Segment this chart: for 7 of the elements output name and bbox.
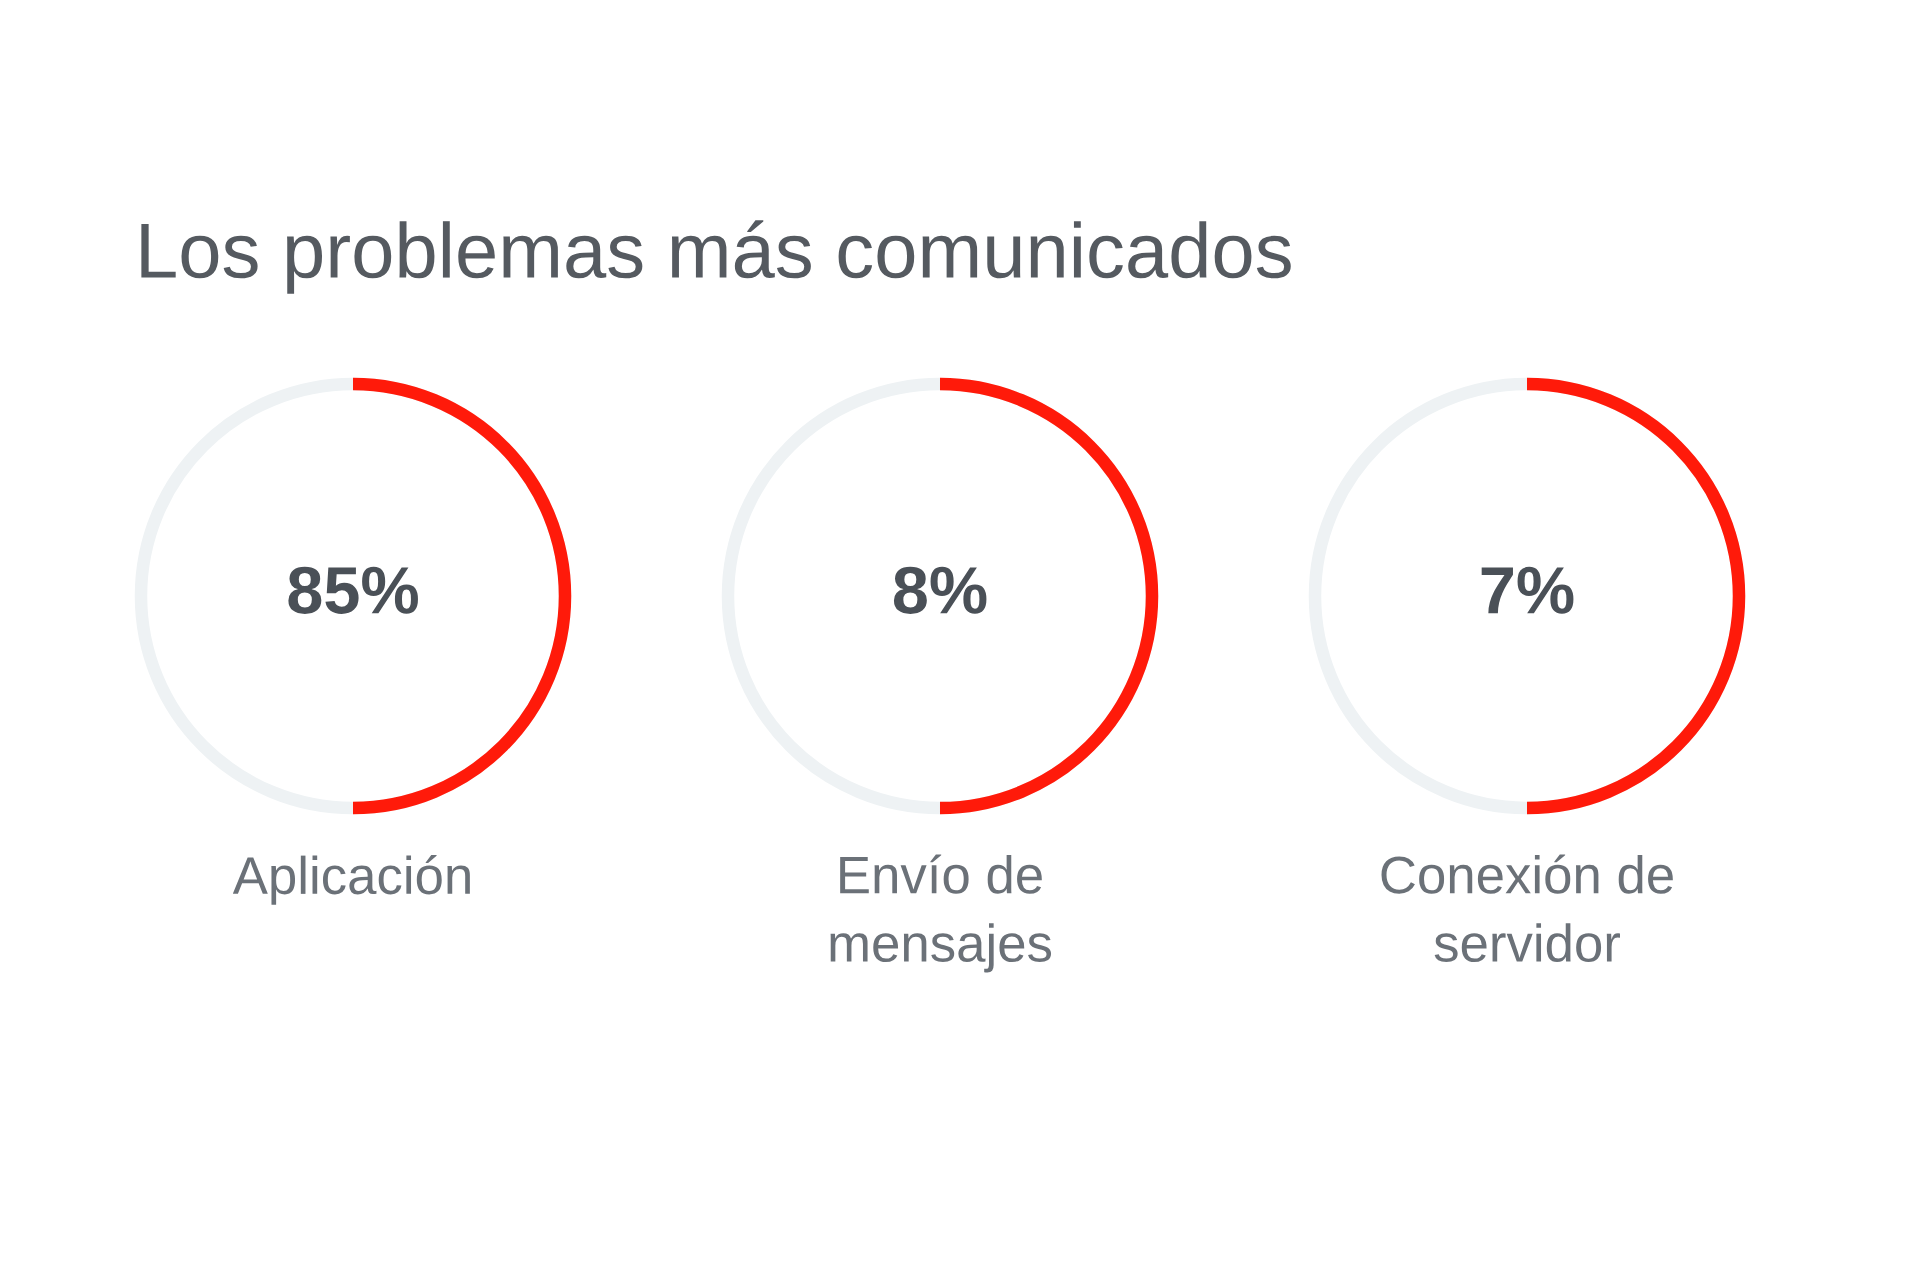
category-label: Aplicación [232, 855, 470, 905]
text: Los problemas más comunicados [141, 220, 1291, 294]
data-label: 7% [1481, 566, 1574, 614]
data-label: 85% [288, 566, 418, 614]
category-label: Conexión de servidor [1381, 854, 1673, 963]
category-label: Envío de mensajes [830, 854, 1052, 973]
data-label: 8% [893, 566, 987, 614]
